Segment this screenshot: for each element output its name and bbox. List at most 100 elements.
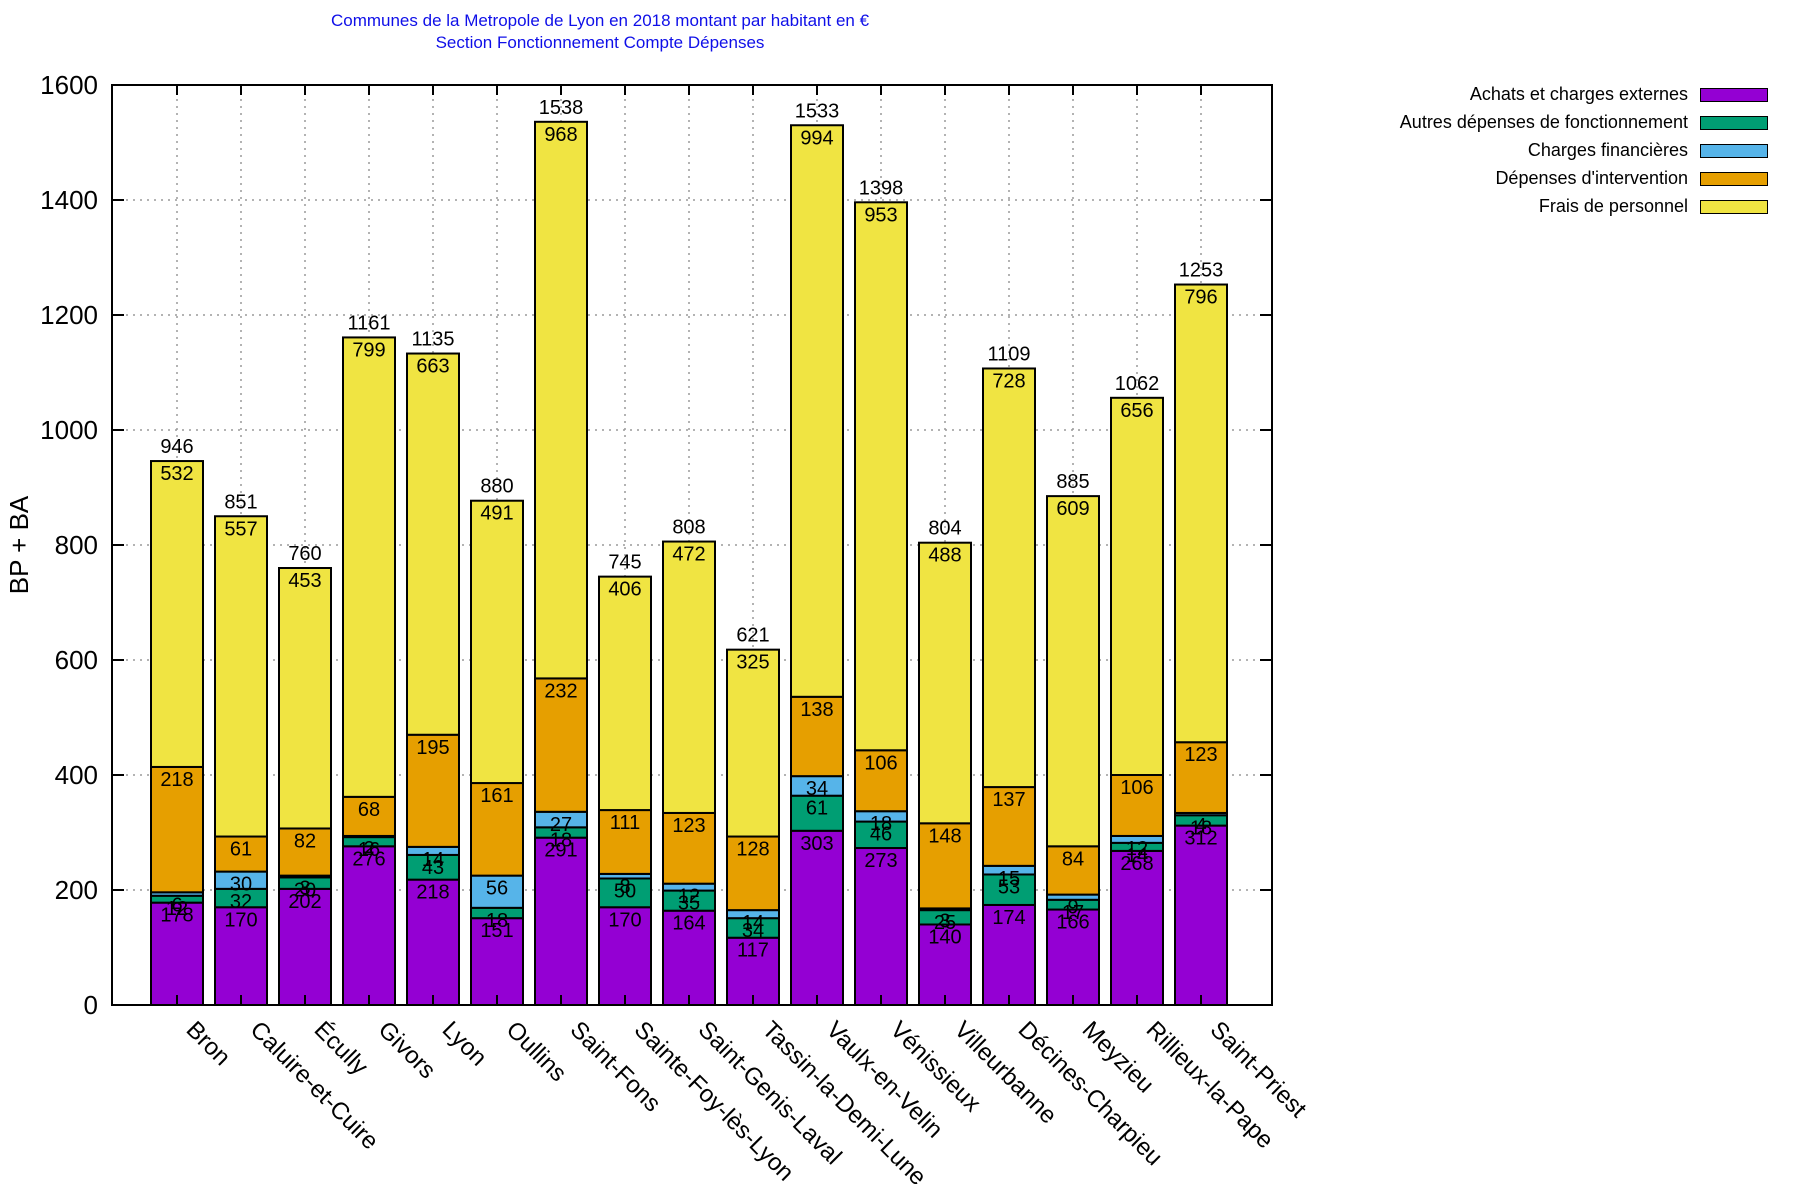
chart-title-line2: Section Fonctionnement Compte Dépenses [435, 33, 765, 52]
segment-value-label: 325 [736, 652, 769, 674]
chart-title-line1: Communes de la Metropole de Lyon en 2018… [330, 11, 870, 30]
bar-segment [854, 201, 908, 752]
segment-value-label: 34 [806, 778, 828, 800]
segment-value-label: 994 [800, 127, 833, 149]
y-tick-label: 1200 [40, 300, 98, 330]
segment-value-label: 164 [672, 913, 705, 935]
y-tick-label: 600 [55, 645, 98, 675]
segment-value-label: 148 [928, 825, 961, 847]
bar-segment [1046, 908, 1100, 1006]
segment-value-label: 14 [1126, 845, 1148, 867]
bar-segment [470, 499, 524, 785]
bar-total-label: 1533 [795, 100, 840, 122]
segment-value-label: 61 [806, 798, 828, 820]
segment-value-label: 25 [934, 912, 956, 934]
segment-value-label: 491 [480, 503, 513, 525]
legend-item: Dépenses d'intervention [1400, 168, 1768, 189]
bar-total-label: 745 [608, 552, 641, 574]
legend-item-label: Autres dépenses de fonctionnement [1399, 112, 1688, 132]
bar-segment [726, 936, 780, 1006]
bar-segment [278, 887, 332, 1006]
bar-segment [470, 917, 524, 1006]
segment-value-label: 61 [230, 839, 252, 861]
segment-value-label: 117 [737, 940, 769, 962]
bar-total-label: 1253 [1179, 260, 1224, 282]
legend-color-swatch [1700, 171, 1768, 186]
bar-segment [342, 795, 396, 837]
bar-segment [662, 540, 716, 814]
bar-total-label: 621 [736, 625, 769, 647]
legend-color-swatch [1700, 87, 1768, 102]
segment-value-label: 12 [678, 886, 700, 908]
legend-item: Charges financières [1400, 140, 1768, 161]
bar-segment [790, 794, 844, 832]
segment-value-label: 43 [422, 857, 444, 879]
segment-value-label: 953 [864, 204, 897, 226]
legend-item: Achats et charges externes [1400, 84, 1768, 105]
bar-segment [406, 853, 460, 881]
segment-value-label: 137 [992, 789, 1025, 811]
segment-value-label: 12 [1126, 838, 1148, 860]
segment-value-label: 18 [550, 829, 572, 851]
bar-segment [598, 877, 652, 909]
segment-value-label: 656 [1120, 400, 1153, 422]
segment-value-label: 35 [678, 893, 700, 915]
segment-value-label: 30 [230, 874, 252, 896]
bar-total-label: 880 [480, 476, 513, 498]
segment-value-label: 968 [544, 124, 577, 146]
segment-value-label: 151 [480, 920, 513, 942]
segment-value-label: 276 [352, 848, 385, 870]
legend-color-swatch [1700, 199, 1768, 214]
segment-value-label: 123 [1184, 744, 1217, 766]
segment-value-label: 796 [1184, 287, 1217, 309]
segment-value-label: 532 [160, 463, 193, 485]
bar-segment [150, 901, 204, 1007]
segment-value-label: 27 [550, 814, 572, 836]
legend: Achats et charges externes Autres dépense… [1400, 84, 1768, 217]
segment-value-label: 3 [939, 910, 950, 932]
bar-segment [982, 873, 1036, 906]
bar-segment [214, 906, 268, 1006]
segment-value-label: 111 [610, 812, 640, 834]
bar-total-label: 1161 [347, 312, 390, 334]
y-tick-label: 1000 [40, 415, 98, 445]
bar-segment [662, 909, 716, 1007]
bar-segment [1046, 845, 1100, 896]
bar-segment [598, 809, 652, 875]
y-tick-label: 800 [55, 530, 98, 560]
segment-value-label: 195 [416, 737, 449, 759]
segment-value-label: 32 [230, 891, 252, 913]
bar-segment [854, 847, 908, 1007]
bar-segment [278, 567, 332, 830]
legend-item-label: Achats et charges externes [1469, 84, 1688, 104]
y-axis-label: BP + BA [4, 495, 34, 594]
bar-segment [726, 835, 780, 912]
bar-total-label: 851 [224, 491, 257, 513]
segment-value-label: 138 [800, 699, 833, 721]
segment-value-label: 291 [544, 840, 577, 862]
segment-value-label: 609 [1056, 498, 1089, 520]
segment-value-label: 50 [614, 881, 636, 903]
bar-segment [1174, 741, 1228, 814]
bar-segment [918, 822, 972, 910]
bar-segment [534, 836, 588, 1006]
x-category-label: Oullins [501, 1016, 572, 1087]
segment-value-label: 46 [870, 824, 892, 846]
bar-segment [342, 845, 396, 1006]
bar-segment [214, 515, 268, 838]
segment-value-label: 34 [742, 920, 764, 942]
bar-total-label: 885 [1056, 471, 1089, 493]
legend-item-label: Dépenses d'intervention [1495, 168, 1688, 188]
bar-segment [854, 749, 908, 813]
bar-segment [214, 835, 268, 873]
segment-value-label: 14 [742, 912, 764, 934]
bar-segment [598, 906, 652, 1006]
bar-segment [470, 874, 524, 909]
x-category-label: Bron [181, 1016, 236, 1071]
segment-value-label: 18 [870, 813, 892, 835]
bar-segment [982, 786, 1036, 867]
bar-segment [150, 765, 204, 894]
bar-segment [534, 120, 588, 680]
bar-total-label: 804 [928, 518, 961, 540]
